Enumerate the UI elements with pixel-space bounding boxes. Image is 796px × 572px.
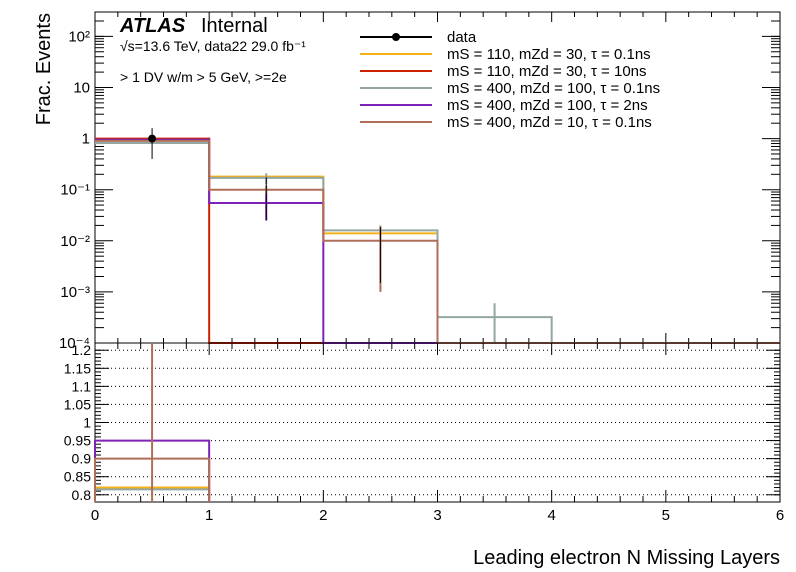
ratio-y-ticks: 0.8 0.85 0.9 0.95 1 1.05 1.1 1.15 1.2 xyxy=(64,342,780,503)
ratio-x-tick-label: 6 xyxy=(776,507,784,524)
y-tick-label: 10⁻⁴ xyxy=(59,335,90,352)
ratio-y-tick-label: 0.9 xyxy=(72,451,92,467)
data-points xyxy=(148,128,381,283)
y-tick-label: 10² xyxy=(68,28,90,45)
series-line xyxy=(95,139,780,344)
y-tick-label: 1 xyxy=(82,131,90,148)
x-axis-label: Leading electron N Missing Layers xyxy=(473,547,780,569)
ratio-x-tick-label: 2 xyxy=(319,507,327,524)
ratio-panel: 0.8 0.85 0.9 0.95 1 1.05 1.1 1.15 1.2 0 1 2 3 4 5 6 xyxy=(64,342,784,524)
ratio-x-tick-label: 0 xyxy=(91,507,99,524)
y-tick-label: 10⁻² xyxy=(60,233,90,250)
top-series xyxy=(95,137,780,344)
legend-marker xyxy=(392,33,400,41)
legend-label: mS = 400, mZd = 10, τ = 0.1ns xyxy=(447,114,652,131)
legend-label: data xyxy=(447,29,477,46)
data-point xyxy=(148,134,157,143)
top-y-ticks: 10² 10 1 10⁻¹ 10⁻² 10⁻³ 10⁻⁴ xyxy=(59,11,780,352)
ratio-x-tick-label: 5 xyxy=(662,507,670,524)
ratio-y-tick-label: 1.15 xyxy=(64,360,91,376)
top-panel: 10² 10 1 10⁻¹ 10⁻² 10⁻³ 10⁻⁴ xyxy=(59,11,781,352)
ratio-x-tick-label: 3 xyxy=(433,507,441,524)
legend-label: mS = 400, mZd = 100, τ = 2ns xyxy=(447,97,648,114)
y-axis-label: Frac. Events xyxy=(33,13,55,125)
ratio-panel-frame xyxy=(94,342,781,503)
ratio-y-tick-label: 1.05 xyxy=(64,396,91,412)
ratio-y-tick-label: 0.8 xyxy=(72,487,92,503)
ratio-y-tick-label: 1.2 xyxy=(72,342,92,358)
ratio-x-ticks: 0 1 2 3 4 5 6 xyxy=(91,343,784,524)
ratio-series xyxy=(94,343,211,502)
legend-label: mS = 110, mZd = 30, τ = 0.1ns xyxy=(447,46,651,63)
atlas-label: ATLAS xyxy=(119,15,186,37)
legend-label: mS = 110, mZd = 30, τ = 10ns xyxy=(447,63,647,80)
ratio-y-tick-label: 0.95 xyxy=(64,433,91,449)
energy-label: √s=13.6 TeV, data22 29.0 fb⁻¹ xyxy=(120,38,306,54)
atlas-suffix: Internal xyxy=(201,15,268,37)
ratio-y-tick-label: 1 xyxy=(83,415,91,431)
ratio-grid xyxy=(95,349,780,496)
legend-label: mS = 400, mZd = 100, τ = 0.1ns xyxy=(447,80,660,97)
ratio-x-tick-label: 1 xyxy=(205,507,213,524)
ratio-y-tick-label: 0.85 xyxy=(64,469,91,485)
ratio-y-tick-label: 1.1 xyxy=(72,378,92,394)
y-tick-label: 10⁻¹ xyxy=(60,182,90,199)
selection-label: > 1 DV w/m > 5 GeV, >=2e xyxy=(120,69,287,85)
ratio-x-tick-label: 4 xyxy=(547,507,555,524)
y-tick-label: 10⁻³ xyxy=(60,284,90,301)
y-tick-label: 10 xyxy=(73,79,90,96)
